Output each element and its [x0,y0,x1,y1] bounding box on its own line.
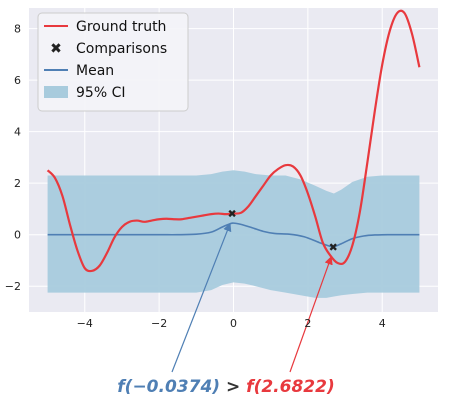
caption-left-value: −0.0374 [132,377,212,397]
y-tick-label: 2 [14,177,21,190]
x-tick-label: −4 [77,317,93,330]
legend-swatch-comparisons: ✖ [50,41,62,57]
comparison-marker: ✖ [228,208,237,221]
comparison-marker: ✖ [329,241,338,254]
legend-label-comparisons: Comparisons [76,41,167,57]
x-tick-label: −2 [151,317,167,330]
y-tick-labels: −2 0 2 4 6 8 [5,23,21,294]
x-tick-label: 4 [379,317,386,330]
y-tick-label: 6 [14,74,21,87]
ci-band [47,170,420,298]
comparison-caption: f(−0.0374) > f(2.6822) [117,377,334,397]
legend-swatch-ci [44,86,68,98]
series-layer [46,9,421,273]
legend: Ground truth ✖ Comparisons Mean 95% CI [37,12,189,112]
x-tick-label: 2 [304,317,311,330]
caption-operator: > [220,377,246,397]
series-mean-line [47,222,420,248]
arrow-right-comparison [289,256,333,373]
series-ground-truth-line [46,9,421,273]
arrow-left-comparison [171,222,232,373]
caption-left-f: f( [117,377,132,397]
comparison-markers: ✖✖ [228,208,338,254]
y-tick-label: 4 [14,126,21,139]
y-tick-label: 8 [14,23,21,36]
caption-right-f: f( [246,377,261,397]
caption-right-value: 2.6822 [261,377,327,397]
legend-label-mean: Mean [76,63,114,79]
legend-label-ground-truth: Ground truth [76,19,166,35]
y-tick-label: −2 [5,280,21,293]
caption-right-close: ) [326,377,335,397]
legend-label-ci: 95% CI [76,85,125,101]
x-tick-labels: −4 −2 0 2 4 [77,317,386,330]
legend-box [37,12,189,112]
caption-left-close: ) [211,377,220,397]
y-tick-label: 0 [14,229,21,242]
ci-band-layer [47,170,420,298]
x-tick-label: 0 [230,317,237,330]
annotation-arrows [171,222,333,373]
